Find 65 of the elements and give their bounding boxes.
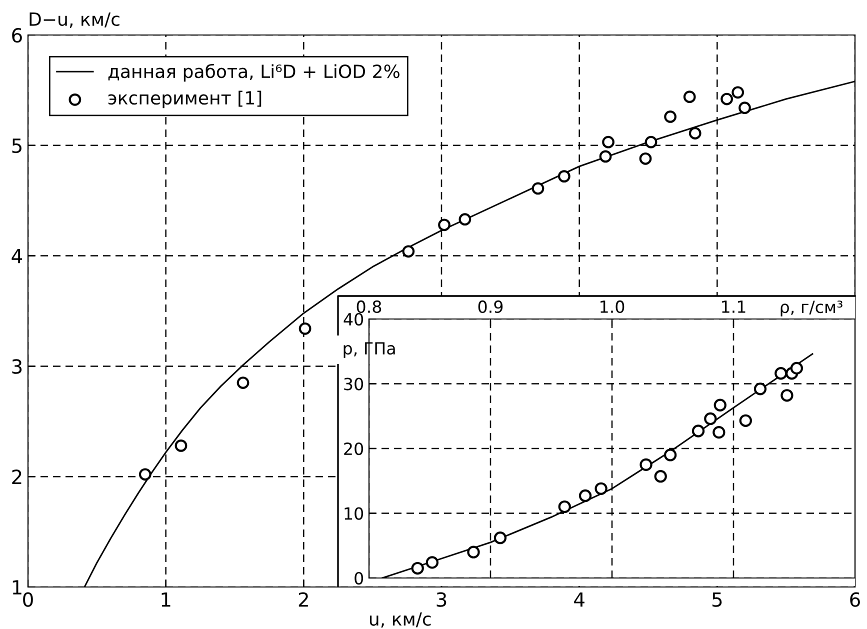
y-tick-label: 4 [12, 249, 22, 264]
point [594, 482, 608, 495]
point [712, 426, 726, 439]
point [458, 213, 472, 226]
x-tick-label: 4 [574, 592, 584, 607]
y-tick-label: 40 [344, 312, 364, 326]
point [664, 110, 676, 123]
y-tick-label: 0 [354, 572, 364, 585]
point [602, 136, 614, 148]
x-tick-label: 0.8 [356, 300, 382, 313]
y-tick-label: 10 [344, 507, 364, 520]
point [704, 412, 717, 426]
y-tick-label: 30 [344, 378, 364, 390]
x-tick-label: 2 [298, 592, 308, 607]
y-axis-title: D−u, км/с [30, 12, 120, 28]
legend-label: эксперимент [1] [108, 90, 262, 108]
point [494, 532, 507, 544]
x-tick-label: 1.1 [722, 300, 746, 313]
point [236, 376, 250, 389]
point [558, 500, 571, 514]
point [426, 556, 439, 569]
point [298, 322, 312, 335]
point [599, 150, 612, 163]
x-tick-label: 1.0 [600, 300, 624, 313]
point [780, 389, 794, 402]
x-tick-label: 1 [162, 592, 170, 607]
y-tick-label: 20 [344, 442, 364, 456]
point [402, 245, 415, 258]
x-tick-label: 0.9 [478, 300, 503, 313]
point [411, 562, 424, 575]
point [174, 439, 188, 452]
point [578, 489, 592, 502]
point [738, 102, 751, 114]
point [639, 152, 652, 165]
point [558, 170, 570, 183]
x-axis-title: u, км/с [370, 612, 431, 628]
point [739, 414, 752, 427]
x-tick-label: 5 [712, 592, 722, 607]
point [714, 398, 726, 412]
point [720, 92, 734, 106]
point [532, 182, 544, 195]
point [774, 367, 788, 380]
point [644, 136, 658, 148]
point [683, 90, 696, 104]
point [640, 458, 652, 472]
point [688, 127, 702, 140]
x-tick-label: 3 [436, 592, 446, 607]
y-tick-label: 1 [12, 580, 22, 594]
y-tick-label: 5 [12, 138, 22, 154]
point [138, 468, 152, 481]
x-axis-title: ρ, г/см³ [780, 300, 842, 316]
point [654, 470, 667, 483]
point [732, 86, 744, 99]
point [438, 218, 450, 232]
x-tick-label: 0 [23, 592, 33, 607]
x-tick-label: 6 [850, 592, 860, 607]
legend-label: данная работа, Li⁶D + LiOD 2% [108, 64, 400, 82]
point [692, 424, 705, 438]
point [790, 362, 804, 375]
point [664, 448, 677, 462]
y-tick-label: 2 [12, 470, 22, 484]
point [467, 546, 480, 558]
point [754, 382, 767, 396]
y-tick-label: 3 [12, 359, 22, 374]
y-tick-label: 6 [12, 28, 22, 43]
